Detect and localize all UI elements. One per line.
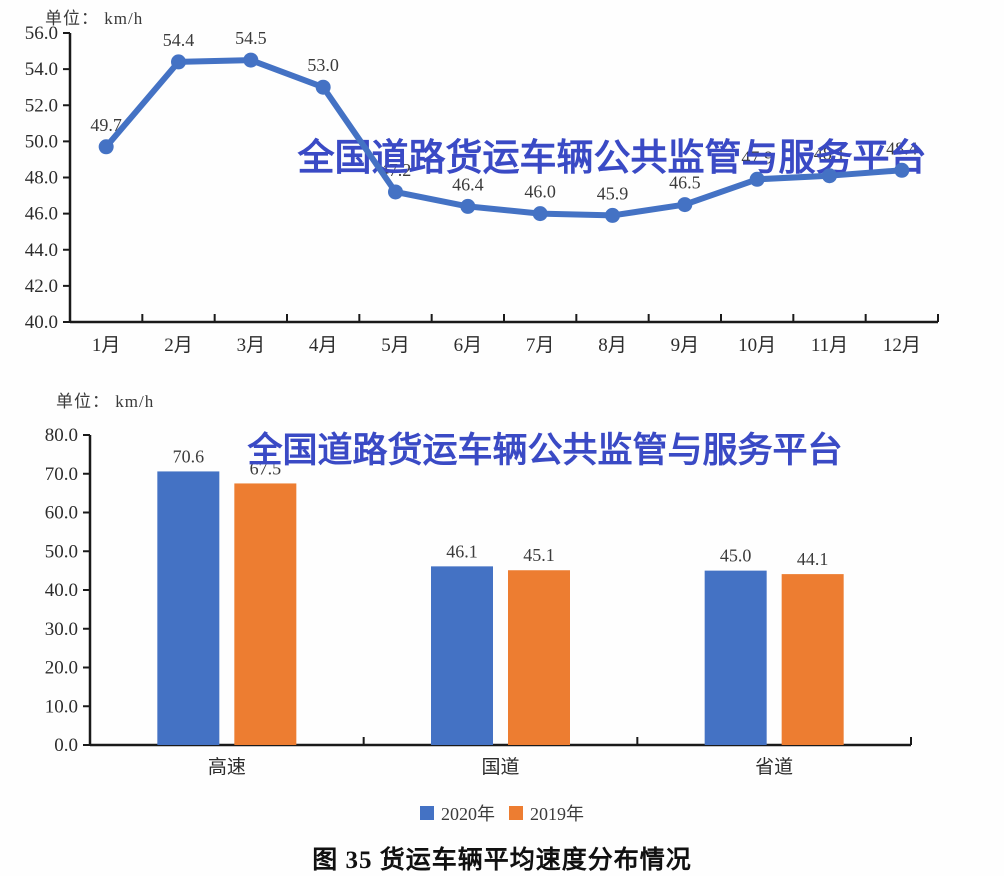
- x-category-label: 11月: [811, 335, 848, 356]
- y-tick-label: 10.0: [45, 696, 78, 717]
- data-point: [98, 139, 114, 155]
- data-label: 46.0: [524, 182, 556, 202]
- y-tick-label: 52.0: [25, 95, 58, 116]
- legend-label-2019: 2019年: [530, 804, 584, 824]
- legend-swatch-2020: [420, 806, 434, 820]
- data-label: 45.0: [720, 546, 752, 566]
- data-point: [894, 162, 910, 178]
- bar-2020年: [157, 471, 220, 745]
- figure-caption: 图 35 货运车辆平均速度分布情况: [312, 847, 692, 874]
- data-point: [677, 197, 693, 213]
- data-label: 46.4: [452, 174, 484, 194]
- bar-2019年: [781, 574, 844, 745]
- y-tick-label: 46.0: [25, 204, 58, 225]
- data-point: [605, 207, 620, 223]
- data-label: 46.5: [669, 173, 701, 193]
- bar-chart-speed-by-road-type: 单位： km/h 0.0 10.0 20.0 30.0 40.0 50.0 60.0 70.0…: [0, 375, 1004, 805]
- unit-label: 单位： km/h: [45, 9, 144, 28]
- x-category-label: 9月: [671, 335, 700, 356]
- data-point: [388, 184, 403, 200]
- x-category-label: 省道: [755, 756, 793, 778]
- data-point: [460, 198, 476, 214]
- y-tick-label: 50.0: [45, 541, 78, 562]
- data-label: 45.1: [523, 545, 555, 565]
- data-label: 70.6: [173, 446, 205, 466]
- y-tick-label: 44.0: [25, 240, 58, 261]
- legend-label-2020: 2020年: [441, 804, 495, 824]
- unit-label: 单位： km/h: [56, 392, 155, 411]
- x-category-label: 高速: [208, 756, 246, 778]
- y-tick-label: 54.0: [25, 59, 58, 80]
- y-tick-label: 40.0: [25, 312, 58, 333]
- data-label: 47.2: [380, 160, 412, 180]
- bar-chart-canvas: 0.0 10.0 20.0 30.0 40.0 50.0 60.0 70.0 80.0 高速 国道 省…: [45, 425, 912, 778]
- x-category-label: 国道: [481, 756, 519, 778]
- data-label: 67.5: [250, 458, 282, 478]
- bar-2019年: [234, 483, 297, 745]
- y-tick-label: 56.0: [25, 23, 58, 44]
- x-category-label: 6月: [454, 335, 483, 356]
- data-label: 54.5: [235, 28, 267, 48]
- watermark-text: 全国道路货运车辆公共监管与服务平台: [297, 136, 927, 178]
- x-category-label: 4月: [309, 335, 338, 356]
- watermark-text: 全国道路货运车辆公共监管与服务平台: [246, 430, 842, 470]
- x-category-label: 8月: [598, 335, 627, 356]
- y-tick-label: 48.0: [25, 168, 58, 189]
- data-point: [243, 52, 259, 68]
- y-tick-label: 30.0: [45, 619, 78, 640]
- data-label: 48.1: [814, 144, 846, 164]
- data-point: [315, 79, 331, 95]
- y-tick-label: 42.0: [25, 276, 58, 297]
- bar-2019年: [508, 570, 570, 745]
- data-label: 44.1: [797, 549, 829, 569]
- data-label: 47.9: [741, 147, 773, 167]
- y-tick-label: 70.0: [45, 464, 78, 485]
- legend-swatch-2019: [509, 806, 523, 820]
- data-point: [749, 171, 765, 187]
- x-category-label: 5月: [381, 335, 410, 356]
- x-category-label: 3月: [237, 335, 266, 356]
- x-category-label: 10月: [738, 335, 776, 356]
- chart-legend: 2020年 2019年: [0, 800, 1004, 826]
- x-category-label: 1月: [92, 335, 121, 356]
- legend-item-2019: 2019年: [509, 800, 584, 826]
- data-point: [822, 168, 837, 184]
- y-tick-label: 50.0: [25, 131, 58, 152]
- series-line: [103, 57, 905, 219]
- x-category-label: 2月: [164, 335, 193, 356]
- y-tick-label: 80.0: [45, 425, 78, 446]
- legend-item-2020: 2020年: [420, 800, 495, 826]
- data-label: 46.1: [446, 541, 478, 561]
- bar-2020年: [431, 566, 493, 745]
- data-label: 53.0: [307, 55, 339, 75]
- line-chart-monthly-average-speed: 单位： km/h 40.0 42.0 44.0 46.0 48.0 50.0 52.0 54.…: [0, 0, 1004, 375]
- line-chart-canvas: 40.0 42.0 44.0 46.0 48.0 50.0 52.0 54.0 56.0 1月 2月…: [25, 23, 939, 356]
- data-label: 54.4: [163, 30, 195, 50]
- data-label: 49.7: [90, 115, 122, 135]
- y-tick-label: 40.0: [45, 580, 78, 601]
- y-tick-label: 20.0: [45, 658, 78, 679]
- bar-2020年: [704, 570, 767, 745]
- y-tick-label: 60.0: [45, 503, 78, 524]
- data-point: [532, 206, 548, 222]
- x-category-label: 7月: [526, 335, 555, 356]
- data-label: 48.4: [886, 138, 918, 158]
- data-label: 45.9: [597, 183, 629, 203]
- y-tick-label: 0.0: [54, 735, 78, 756]
- x-category-label: 12月: [883, 335, 921, 356]
- data-point: [171, 54, 186, 70]
